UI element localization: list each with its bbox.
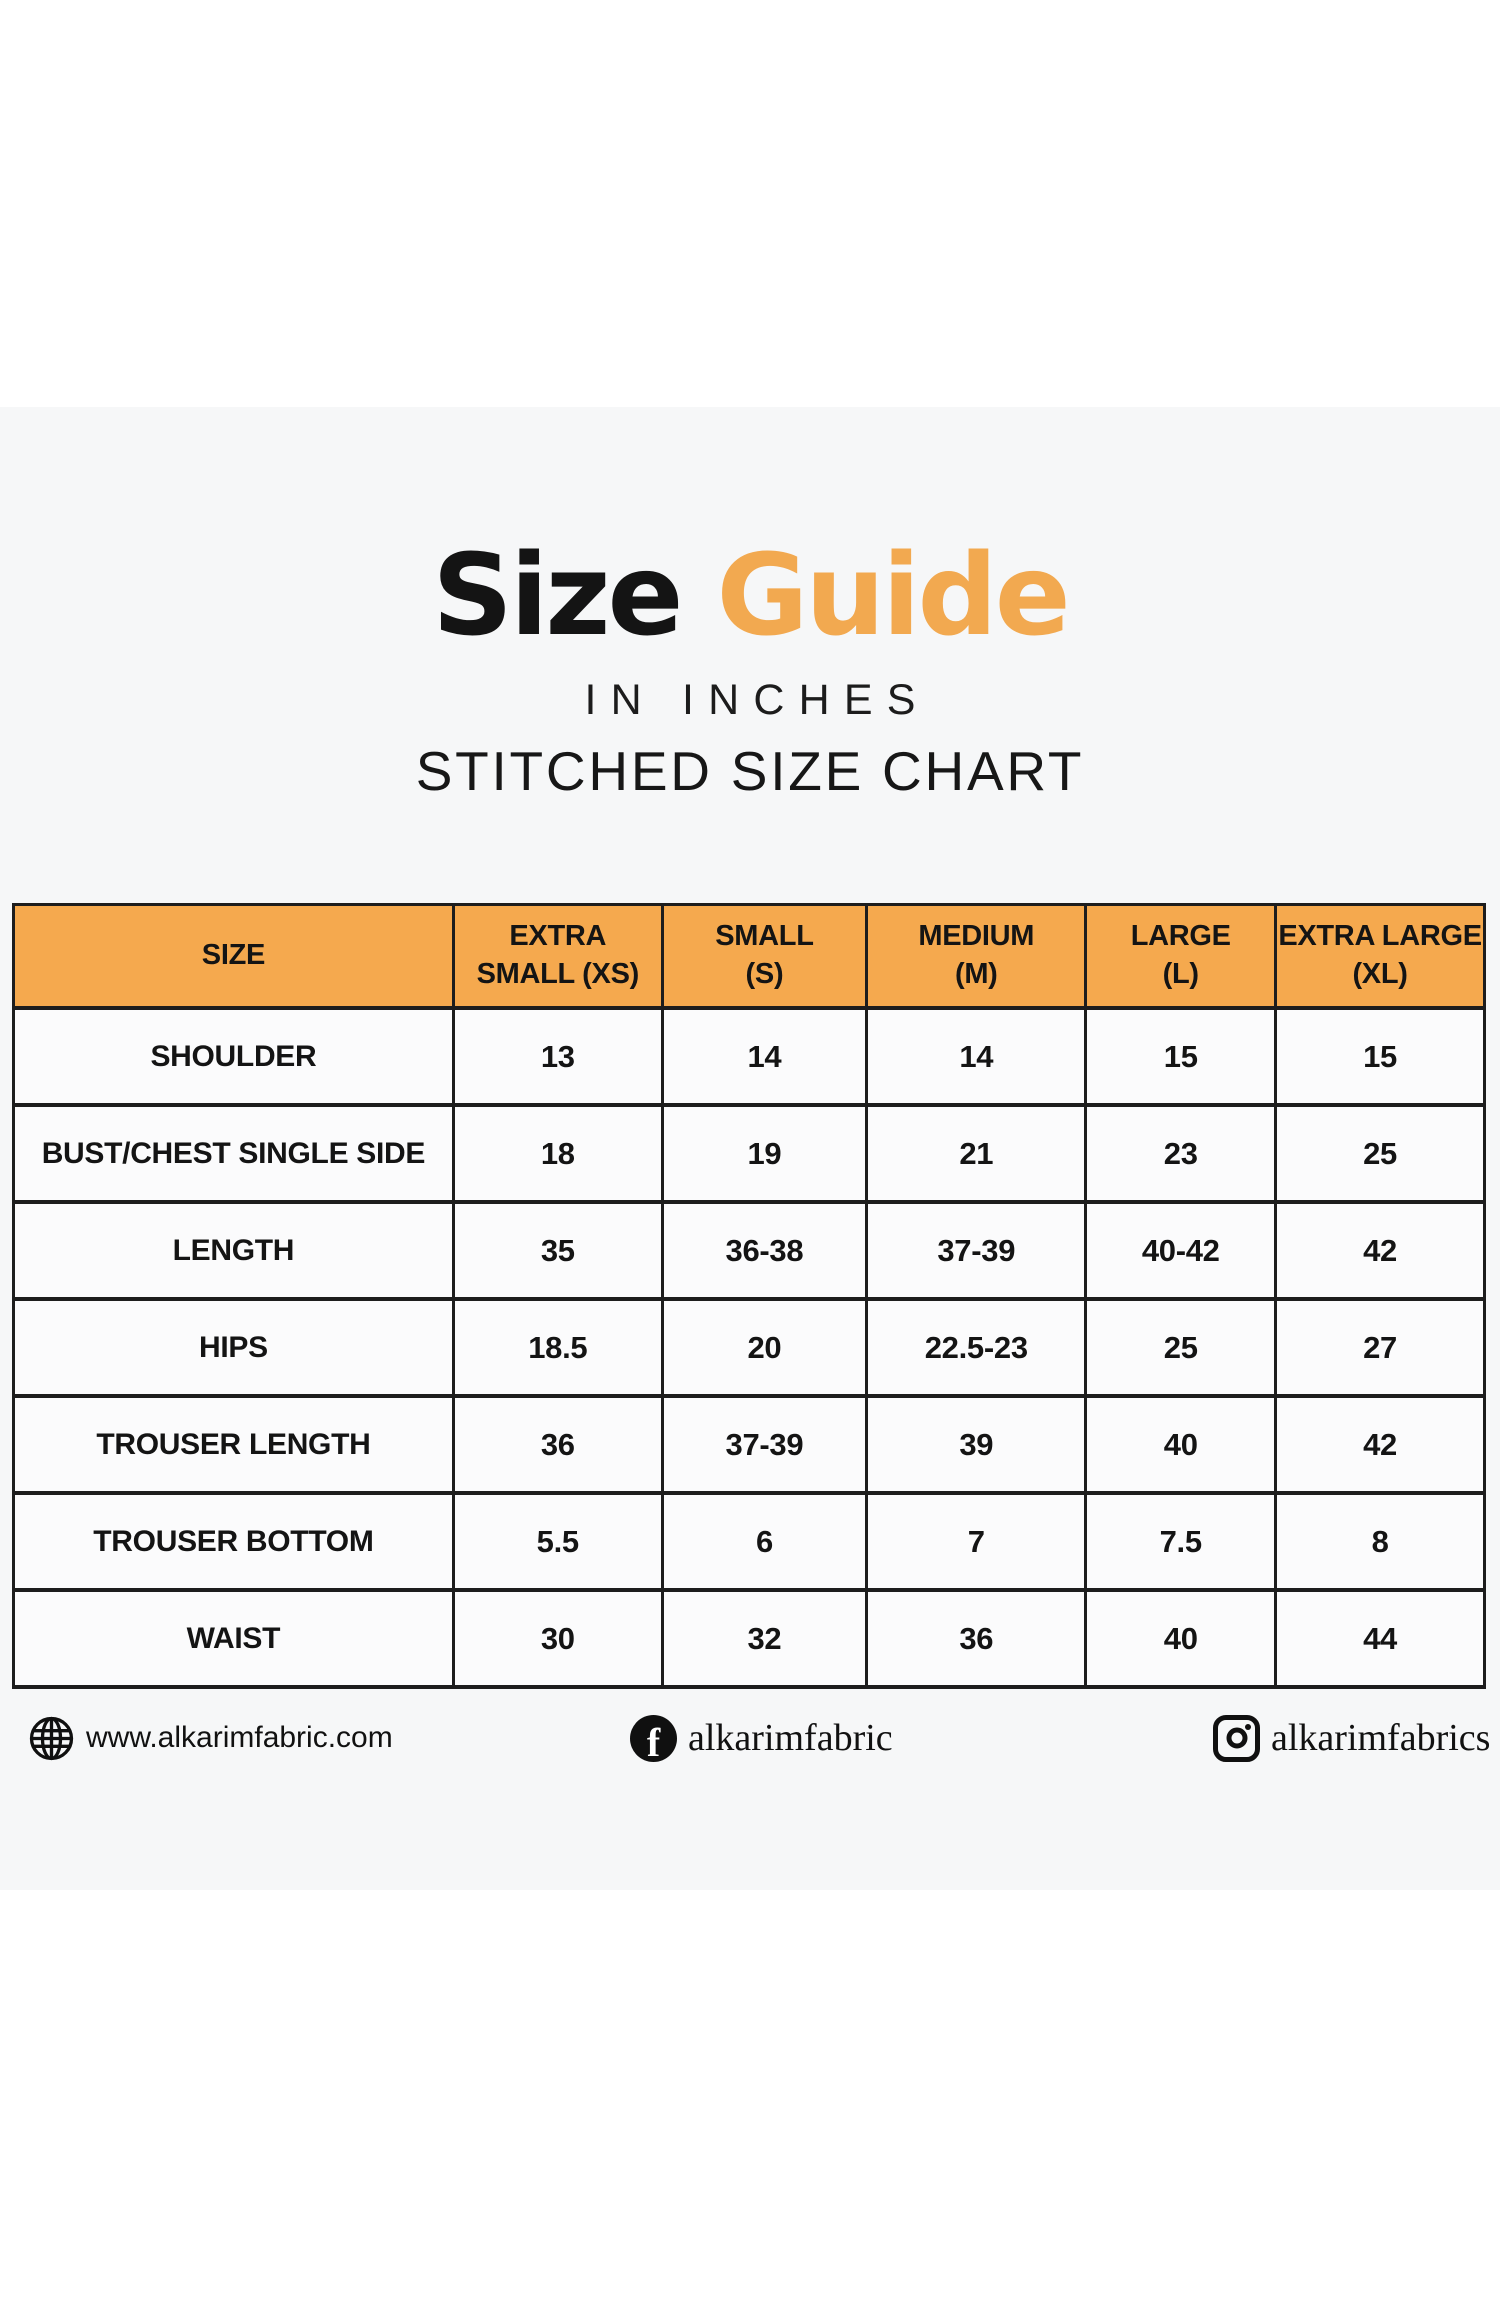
facebook-icon: f	[630, 1714, 677, 1762]
table-row-shoulder: SHOULDER 13 14 14 15 15	[12, 1006, 1486, 1107]
table-row-length: LENGTH 35 36-38 37-39 40-42 42	[12, 1200, 1486, 1301]
table-row-hips: HIPS 18.5 20 22.5-23 25 27	[12, 1297, 1486, 1398]
size-value-cell: 27	[1274, 1297, 1486, 1398]
column-header-label: SIZE	[201, 939, 266, 972]
column-header-label: (M)	[954, 958, 998, 990]
column-header-label: MEDIUM	[918, 920, 1035, 953]
column-header-label: EXTRA LARGE	[1278, 920, 1482, 953]
row-label: BUST/CHEST SINGLE SIDE	[12, 1103, 455, 1204]
size-value-cell: 44	[1274, 1588, 1486, 1689]
size-value-cell: 36	[451, 1394, 664, 1495]
facebook-handle: f alkarimfabric	[630, 1706, 893, 1770]
title-word-guide: Guide	[716, 531, 1071, 661]
size-value-cell: 19	[660, 1103, 869, 1204]
column-header-size: SIZE	[12, 903, 455, 1010]
row-label: TROUSER LENGTH	[12, 1394, 455, 1495]
header-row: SIZE EXTRA SMALL (XS) SMALL (S) MEDIUM (M) …	[12, 903, 1486, 1010]
table-row-bust-chest: BUST/CHEST SINGLE SIDE 18 19 21 23 25	[12, 1103, 1486, 1204]
column-header-xs: EXTRA SMALL (XS)	[451, 903, 664, 1010]
size-value-cell: 30	[451, 1588, 664, 1689]
size-value-cell: 40	[1084, 1588, 1278, 1689]
size-value-cell: 36-38	[660, 1200, 869, 1301]
subtitle-in-inches: IN INCHES	[584, 675, 930, 724]
size-value-cell: 25	[1084, 1297, 1278, 1398]
column-header-label: SMALL (XS)	[476, 958, 640, 990]
table-row-trouser-length: TROUSER LENGTH 36 37-39 39 40 42	[12, 1394, 1486, 1495]
website-url: www.alkarimfabric.com	[86, 1721, 393, 1754]
size-value-cell: 25	[1274, 1103, 1486, 1204]
size-value-cell: 35	[451, 1200, 664, 1301]
column-header-label: (S)	[745, 958, 784, 990]
size-value-cell: 36	[865, 1588, 1088, 1689]
size-value-cell: 7.5	[1084, 1491, 1278, 1592]
size-value-cell: 40-42	[1084, 1200, 1278, 1301]
table-row-trouser-bottom: TROUSER BOTTOM 5.5 6 7 7.5 8	[12, 1491, 1486, 1592]
instagram-dot	[1245, 1723, 1251, 1730]
size-value-cell: 40	[1084, 1394, 1278, 1495]
row-label: WAIST	[12, 1588, 455, 1689]
column-header-label: (XL)	[1352, 958, 1408, 990]
size-value-cell: 8	[1274, 1491, 1486, 1592]
facebook-username: alkarimfabric	[688, 1717, 893, 1759]
page-title-block: Size Guide IN INCHES STITCHED SIZE CHART	[0, 537, 1500, 803]
column-header-label: (L)	[1162, 958, 1199, 990]
column-header-m: MEDIUM (M)	[865, 903, 1088, 1010]
size-value-cell: 22.5-23	[865, 1297, 1088, 1398]
size-value-cell: 5.5	[451, 1491, 664, 1592]
size-value-cell: 18	[451, 1103, 664, 1204]
instagram-icon	[1213, 1714, 1260, 1762]
size-value-cell: 23	[1084, 1103, 1278, 1204]
size-value-cell: 37-39	[660, 1394, 869, 1495]
row-label: SHOULDER	[12, 1006, 455, 1107]
size-value-cell: 20	[660, 1297, 869, 1398]
table-row-waist: WAIST 30 32 36 40 44	[12, 1588, 1486, 1689]
globe-icon	[29, 1716, 74, 1760]
column-header-label: EXTRA	[509, 920, 607, 953]
size-chart-table: SIZE EXTRA SMALL (XS) SMALL (S) MEDIUM (M) …	[12, 903, 1486, 1689]
size-value-cell: 15	[1274, 1006, 1486, 1107]
column-header-label: SMALL	[715, 920, 814, 953]
row-label: HIPS	[12, 1297, 455, 1398]
row-label: TROUSER BOTTOM	[12, 1491, 455, 1592]
size-value-cell: 14	[865, 1006, 1088, 1107]
website-link: www.alkarimfabric.com	[28, 1706, 393, 1770]
subtitle-stitched-size-chart: STITCHED SIZE CHART	[415, 739, 1085, 802]
size-value-cell: 21	[865, 1103, 1088, 1204]
page-title: Size Guide	[0, 537, 1500, 656]
size-value-cell: 7	[865, 1491, 1088, 1592]
instagram-handle: alkarimfabrics	[1213, 1706, 1490, 1770]
row-label: LENGTH	[12, 1200, 455, 1301]
size-value-cell: 14	[660, 1006, 869, 1107]
size-value-cell: 42	[1274, 1200, 1486, 1301]
size-value-cell: 6	[660, 1491, 869, 1592]
title-word-size: Size	[432, 531, 683, 661]
footer: www.alkarimfabric.com f alkarimfabric al…	[0, 1706, 1500, 1770]
size-value-cell: 42	[1274, 1394, 1486, 1495]
size-value-cell: 32	[660, 1588, 869, 1689]
column-header-s: SMALL (S)	[660, 903, 869, 1010]
column-header-label: LARGE	[1130, 920, 1231, 953]
instagram-username: alkarimfabrics	[1271, 1717, 1491, 1759]
size-value-cell: 18.5	[451, 1297, 664, 1398]
size-value-cell: 13	[451, 1006, 664, 1107]
instagram-lens	[1226, 1727, 1247, 1749]
column-header-xl: EXTRA LARGE (XL)	[1274, 903, 1486, 1010]
size-value-cell: 15	[1084, 1006, 1278, 1107]
size-value-cell: 37-39	[865, 1200, 1088, 1301]
column-header-l: LARGE (L)	[1084, 903, 1278, 1010]
size-value-cell: 39	[865, 1394, 1088, 1495]
